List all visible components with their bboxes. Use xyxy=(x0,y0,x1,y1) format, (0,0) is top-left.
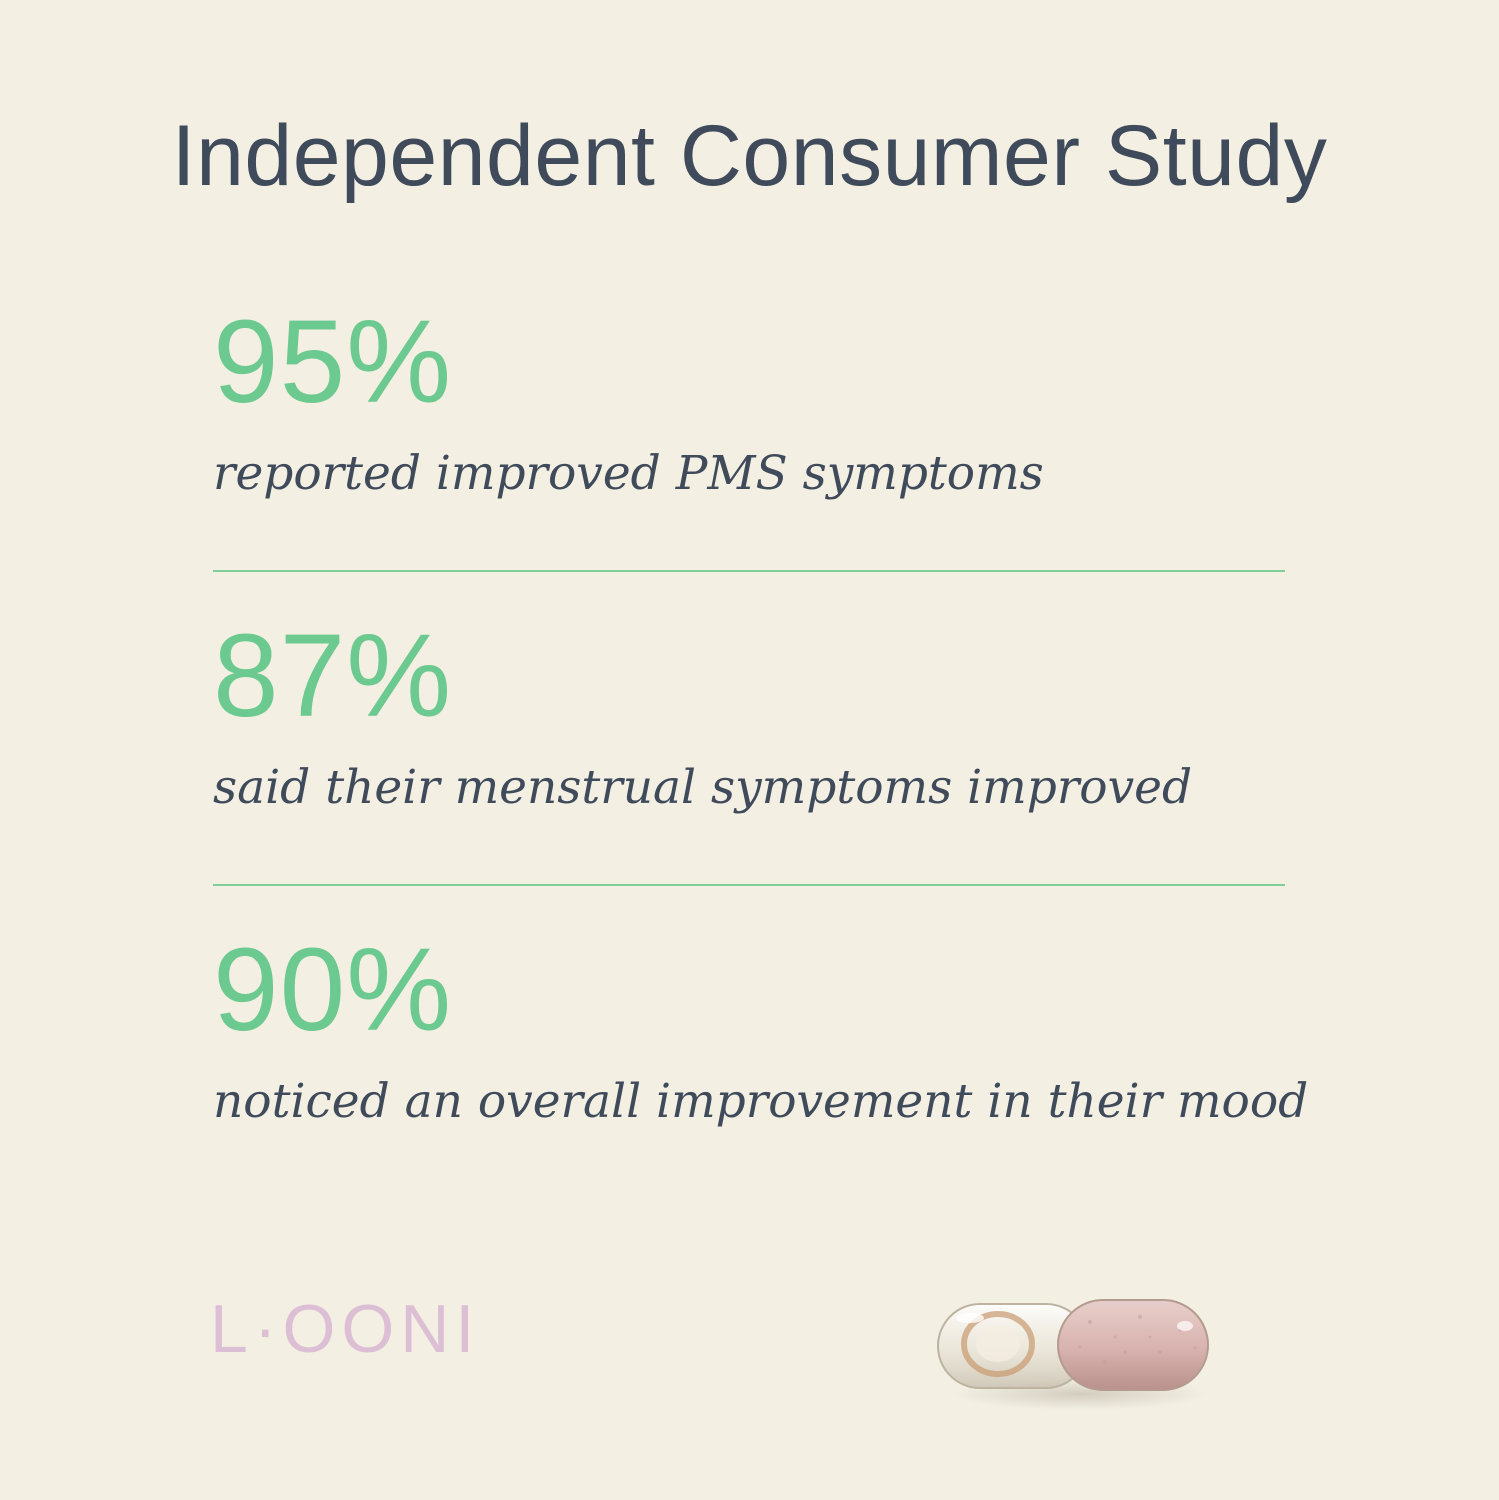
divider xyxy=(213,570,1285,572)
brand-logo: L·OONI xyxy=(210,1291,481,1367)
divider xyxy=(213,884,1285,886)
stat-value: 87% xyxy=(213,610,453,742)
stat-value: 90% xyxy=(213,924,453,1056)
capsule-icon xyxy=(930,1282,1220,1422)
page-title: Independent Consumer Study xyxy=(171,108,1328,204)
stat-block-menstrual: 87% said their menstrual symptoms improv… xyxy=(213,616,1285,816)
stat-value: 95% xyxy=(213,296,453,428)
stat-block-mood: 90% noticed an overall improvement in th… xyxy=(213,924,1309,1130)
stat-caption: said their menstrual symptoms improved xyxy=(213,760,1193,815)
stat-caption: noticed an overall improvement in their … xyxy=(213,1074,1309,1129)
stat-block-pms: 95% reported improved PMS symptoms xyxy=(213,302,1285,502)
stat-caption: reported improved PMS symptoms xyxy=(213,446,1044,501)
